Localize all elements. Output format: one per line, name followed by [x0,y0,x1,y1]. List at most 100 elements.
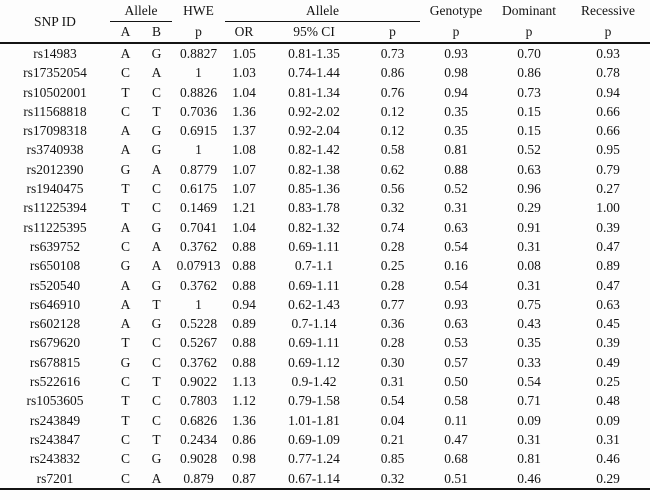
cell-or: 1.12 [232,393,256,409]
cell-snp-id: rs678815 [29,354,81,370]
cell-recessive-p: 0.47 [596,238,620,254]
cell-snp-id: rs602128 [29,316,81,332]
cell-hwe-p: 0.879 [172,468,225,490]
cell-snp-id: rs646910 [29,296,81,312]
cell-allele-p: 0.56 [380,181,405,197]
cell-allele-a: A [120,142,131,158]
cell-recessive-p: 0.66 [596,103,620,119]
table-row: rs646910 A T 1 0.94 0.62-1.43 0.77 0.93 0.75 0.63 [0,295,650,314]
cell-allele-b: A [151,238,162,254]
cell-or: 0.86 [232,431,256,447]
cell-snp-id: rs11568818 [23,103,87,119]
column-header-allele-a: A [110,21,141,44]
cell-allele-a: C [120,451,130,467]
cell-allele-p: 0.76 [380,84,405,100]
table-row: rs1053605 T C 0.7803 1.12 0.79-1.58 0.54 0.58 0.… [0,391,650,410]
cell-or: 1.05 [232,46,256,61]
cell-genotype-p: 0.93 [444,46,468,61]
column-header-hwe-p: p [172,21,225,44]
cell-allele-p: 0.58 [380,142,405,158]
cell-allele-p: 0.32 [365,468,420,490]
cell-allele-b: C [151,393,161,409]
cell-95ci: 0.83-1.78 [288,200,340,216]
cell-or: 1.08 [232,142,256,158]
cell-95ci: 1.01-1.81 [288,412,340,428]
cell-snp-id: rs650108 [29,258,81,274]
cell-snp-id: rs639752 [29,238,81,254]
cell-dominant-p: 0.63 [517,161,541,177]
cell-or: 0.87 [225,468,263,490]
cell-dominant-p: 0.35 [517,335,541,351]
cell-recessive-p: 0.47 [596,277,620,293]
cell-allele-p: 0.30 [380,354,405,370]
cell-allele-p: 0.85 [380,451,405,467]
cell-allele-b: G [151,277,162,293]
cell-95ci: 0.81-1.35 [288,46,340,61]
cell-snp-id: rs679620 [29,335,81,351]
cell-dominant-p: 0.75 [517,296,541,312]
cell-allele-a: C [110,468,141,490]
column-group-recessive: Recessive [581,3,635,19]
cell-hwe-p: 0.9028 [179,451,218,467]
cell-genotype-p: 0.63 [444,219,468,235]
cell-allele-p: 0.28 [380,277,405,293]
table-row: rs522616 C T 0.9022 1.13 0.9-1.42 0.31 0.50 0.54… [0,372,650,391]
column-header-snp-id: SNP ID [0,0,110,44]
cell-or: 0.88 [232,335,256,351]
cell-95ci: 0.79-1.58 [288,393,340,409]
cell-recessive-p: 0.63 [596,296,620,312]
cell-allele-a: A [120,296,131,312]
cell-dominant-p: 0.91 [517,219,541,235]
cell-recessive-p: 0.94 [596,84,620,100]
cell-hwe-p: 0.7036 [179,103,218,119]
cell-snp-id: rs2012390 [26,161,84,177]
cell-hwe-p: 0.7041 [179,219,218,235]
table-row: rs520540 A G 0.3762 0.88 0.69-1.11 0.28 0.54 0.3… [0,276,650,295]
cell-allele-b: A [151,161,162,177]
cell-allele-p: 0.25 [380,258,405,274]
table-row: rs650108 G A 0.07913 0.88 0.7-1.1 0.25 0.16 0.08… [0,256,650,275]
cell-allele-p: 0.31 [380,374,405,390]
cell-hwe-p: 0.5228 [179,316,218,332]
cell-dominant-p: 0.15 [517,123,541,139]
cell-snp-id: rs1053605 [26,393,84,409]
cell-hwe-p: 0.7803 [179,393,218,409]
cell-or: 0.88 [232,258,256,274]
cell-genotype-p: 0.81 [444,142,468,158]
cell-or: 1.37 [232,123,256,139]
cell-recessive-p: 0.78 [596,65,620,81]
cell-95ci: 0.77-1.24 [288,451,340,467]
cell-recessive-p: 0.93 [596,46,620,61]
cell-allele-a: A [120,316,131,332]
cell-or: 1.04 [232,84,256,100]
cell-dominant-p: 0.86 [517,65,541,81]
cell-recessive-p: 0.39 [596,335,620,351]
column-header-dominant-p: p [492,21,566,44]
cell-genotype-p: 0.35 [444,123,468,139]
cell-allele-p: 0.73 [380,46,405,61]
cell-genotype-p: 0.31 [444,200,468,216]
cell-dominant-p: 0.73 [517,84,541,100]
cell-recessive-p: 0.66 [596,123,620,139]
cell-hwe-p: 0.8826 [179,84,218,100]
cell-recessive-p: 0.79 [596,161,620,177]
table-row: rs3740938 A G 1 1.08 0.82-1.42 0.58 0.81 0.52 0.9… [0,140,650,159]
cell-allele-b: C [151,354,161,370]
cell-hwe-p: 0.2434 [179,431,218,447]
cell-95ci: 0.92-2.02 [288,103,340,119]
table-row: rs602128 A G 0.5228 0.89 0.7-1.14 0.36 0.63 0.43… [0,314,650,333]
header-group-row: SNP ID Allele HWE Allele Genotype Domina… [0,0,650,44]
cell-allele-a: T [121,412,130,428]
cell-recessive-p: 0.39 [596,219,620,235]
cell-allele-a: A [120,46,131,61]
cell-dominant-p: 0.08 [517,258,541,274]
cell-or: 0.88 [232,354,256,370]
cell-allele-a: C [120,103,130,119]
cell-or: 1.13 [232,374,256,390]
cell-allele-b: C [151,200,161,216]
cell-allele-b: T [152,431,161,447]
table-row: rs17098318 A G 0.6915 1.37 0.92-2.04 0.12 0.35 0… [0,121,650,140]
table-body: rs14983 A G 0.8827 1.05 0.81-1.35 0.73 0.93 0.70… [0,43,650,490]
